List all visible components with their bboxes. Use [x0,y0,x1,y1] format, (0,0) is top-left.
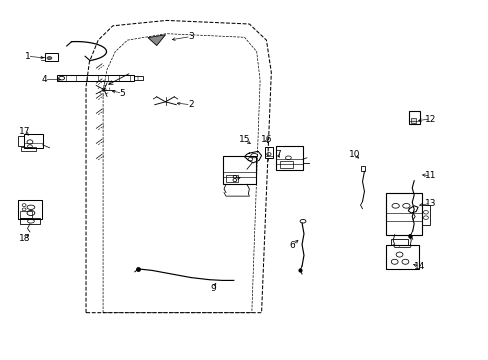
Bar [276,145,303,170]
Text: 1: 1 [24,52,30,61]
Text: 9: 9 [209,284,215,293]
Text: 15: 15 [238,135,250,144]
Text: 5: 5 [120,89,125,98]
Bar [20,219,40,224]
Text: 10: 10 [348,150,360,159]
Text: 3: 3 [187,32,193,41]
Bar [21,147,36,150]
Bar [385,193,422,234]
Bar [422,205,429,225]
Text: 7: 7 [274,150,280,159]
Text: 12: 12 [424,114,436,123]
Bar [134,76,142,80]
Text: 14: 14 [413,262,425,271]
Bar [18,136,24,146]
Bar [360,166,365,171]
Bar [264,147,272,158]
Bar [20,211,32,218]
Bar [408,111,419,125]
Text: 2: 2 [188,100,193,109]
Bar [279,161,293,168]
Bar [385,244,418,269]
Bar [410,118,415,123]
Text: 16: 16 [260,135,272,144]
Text: 13: 13 [424,199,436,208]
Bar [225,175,238,182]
Bar [24,134,42,148]
Polygon shape [148,35,165,45]
Text: 18: 18 [20,234,31,243]
Text: 17: 17 [20,127,31,136]
Text: 4: 4 [41,75,47,84]
Text: 11: 11 [424,171,436,180]
Text: 8: 8 [231,175,237,184]
Bar [390,239,407,244]
Text: 6: 6 [289,241,295,250]
Bar [18,200,42,220]
Bar [44,53,58,60]
Bar [57,75,134,81]
Bar [222,156,255,184]
